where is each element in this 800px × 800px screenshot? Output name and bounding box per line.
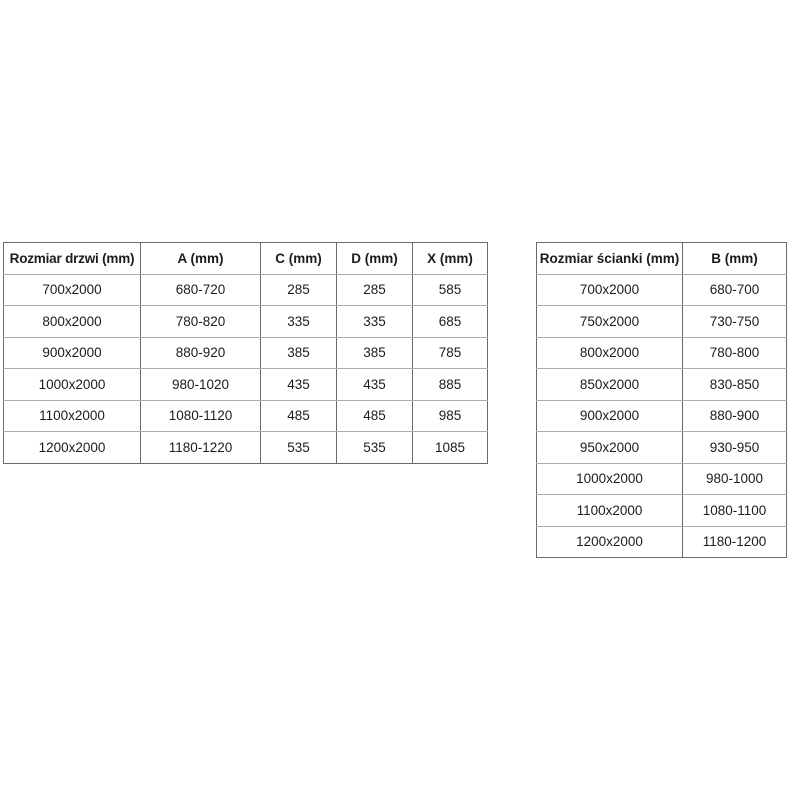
cell-door-size: 1200x2000 <box>3 431 141 464</box>
cell-a: 880-920 <box>140 336 261 369</box>
table-row: 700x2000 680-700 <box>536 273 787 306</box>
cell-d: 485 <box>336 399 413 432</box>
table-row: 750x2000 730-750 <box>536 305 787 338</box>
cell-d: 335 <box>336 305 413 338</box>
cell-c: 435 <box>260 368 337 401</box>
cell-wall-size: 950x2000 <box>536 431 683 464</box>
table-row: 900x2000 880-920 385 385 785 <box>3 336 488 369</box>
table-row: 1000x2000 980-1000 <box>536 462 787 495</box>
table-row: 700x2000 680-720 285 285 585 <box>3 273 488 306</box>
door-table-header: Rozmiar drzwi (mm) A (mm) C (mm) D (mm) … <box>3 242 488 275</box>
cell-door-size: 1000x2000 <box>3 368 141 401</box>
cell-b: 780-800 <box>682 336 787 369</box>
cell-wall-size: 850x2000 <box>536 368 683 401</box>
column-header-b: B (mm) <box>682 242 787 275</box>
cell-c: 485 <box>260 399 337 432</box>
cell-b: 930-950 <box>682 431 787 464</box>
cell-b: 1180-1200 <box>682 525 787 558</box>
cell-d: 535 <box>336 431 413 464</box>
wall-table-header: Rozmiar ścianki (mm) B (mm) <box>536 242 787 275</box>
column-header-x: X (mm) <box>412 242 488 275</box>
cell-x: 985 <box>412 399 488 432</box>
cell-x: 585 <box>412 273 488 306</box>
table-row: 900x2000 880-900 <box>536 399 787 432</box>
door-size-table: Rozmiar drzwi (mm) A (mm) C (mm) D (mm) … <box>3 242 488 464</box>
cell-wall-size: 750x2000 <box>536 305 683 338</box>
column-header-d: D (mm) <box>336 242 413 275</box>
cell-c: 535 <box>260 431 337 464</box>
cell-c: 335 <box>260 305 337 338</box>
column-header-wall-size: Rozmiar ścianki (mm) <box>536 242 683 275</box>
wall-size-table: Rozmiar ścianki (mm) B (mm) 700x2000 680… <box>536 242 787 558</box>
table-row: 1200x2000 1180-1200 <box>536 525 787 558</box>
cell-door-size: 800x2000 <box>3 305 141 338</box>
cell-x: 1085 <box>412 431 488 464</box>
table-header-row: Rozmiar ścianki (mm) B (mm) <box>536 242 787 275</box>
cell-b: 830-850 <box>682 368 787 401</box>
cell-a: 680-720 <box>140 273 261 306</box>
table-row: 800x2000 780-820 335 335 685 <box>3 305 488 338</box>
cell-c: 385 <box>260 336 337 369</box>
table-row: 850x2000 830-850 <box>536 368 787 401</box>
cell-door-size: 700x2000 <box>3 273 141 306</box>
wall-table-body: 700x2000 680-700 750x2000 730-750 800x20… <box>536 273 787 558</box>
cell-b: 730-750 <box>682 305 787 338</box>
cell-b: 1080-1100 <box>682 494 787 527</box>
column-header-door-size: Rozmiar drzwi (mm) <box>3 242 141 275</box>
cell-d: 285 <box>336 273 413 306</box>
cell-b: 880-900 <box>682 399 787 432</box>
cell-a: 780-820 <box>140 305 261 338</box>
cell-door-size: 900x2000 <box>3 336 141 369</box>
cell-x: 785 <box>412 336 488 369</box>
cell-b: 680-700 <box>682 273 787 306</box>
cell-c: 285 <box>260 273 337 306</box>
cell-x: 685 <box>412 305 488 338</box>
cell-a: 980-1020 <box>140 368 261 401</box>
column-header-c: C (mm) <box>260 242 337 275</box>
cell-a: 1080-1120 <box>140 399 261 432</box>
table-row: 1000x2000 980-1020 435 435 885 <box>3 368 488 401</box>
table-row: 800x2000 780-800 <box>536 336 787 369</box>
column-header-a: A (mm) <box>140 242 261 275</box>
cell-wall-size: 800x2000 <box>536 336 683 369</box>
cell-wall-size: 1100x2000 <box>536 494 683 527</box>
cell-door-size: 1100x2000 <box>3 399 141 432</box>
cell-x: 885 <box>412 368 488 401</box>
cell-a: 1180-1220 <box>140 431 261 464</box>
table-row: 1200x2000 1180-1220 535 535 1085 <box>3 431 488 464</box>
table-row: 1100x2000 1080-1100 <box>536 494 787 527</box>
cell-wall-size: 1200x2000 <box>536 525 683 558</box>
table-header-row: Rozmiar drzwi (mm) A (mm) C (mm) D (mm) … <box>3 242 488 275</box>
cell-wall-size: 1000x2000 <box>536 462 683 495</box>
cell-b: 980-1000 <box>682 462 787 495</box>
table-row: 1100x2000 1080-1120 485 485 985 <box>3 399 488 432</box>
door-table-body: 700x2000 680-720 285 285 585 800x2000 78… <box>3 273 488 464</box>
cell-wall-size: 900x2000 <box>536 399 683 432</box>
cell-wall-size: 700x2000 <box>536 273 683 306</box>
cell-d: 435 <box>336 368 413 401</box>
cell-d: 385 <box>336 336 413 369</box>
table-row: 950x2000 930-950 <box>536 431 787 464</box>
